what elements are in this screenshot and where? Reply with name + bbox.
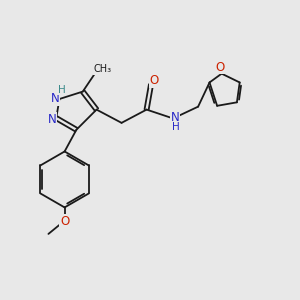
Text: H: H <box>58 85 66 94</box>
Text: O: O <box>149 74 159 87</box>
Text: O: O <box>60 215 69 228</box>
Text: N: N <box>51 92 59 105</box>
Text: O: O <box>215 61 225 74</box>
Text: N: N <box>171 111 180 124</box>
Text: CH₃: CH₃ <box>93 64 111 74</box>
Text: H: H <box>172 122 179 132</box>
Text: N: N <box>47 113 56 126</box>
